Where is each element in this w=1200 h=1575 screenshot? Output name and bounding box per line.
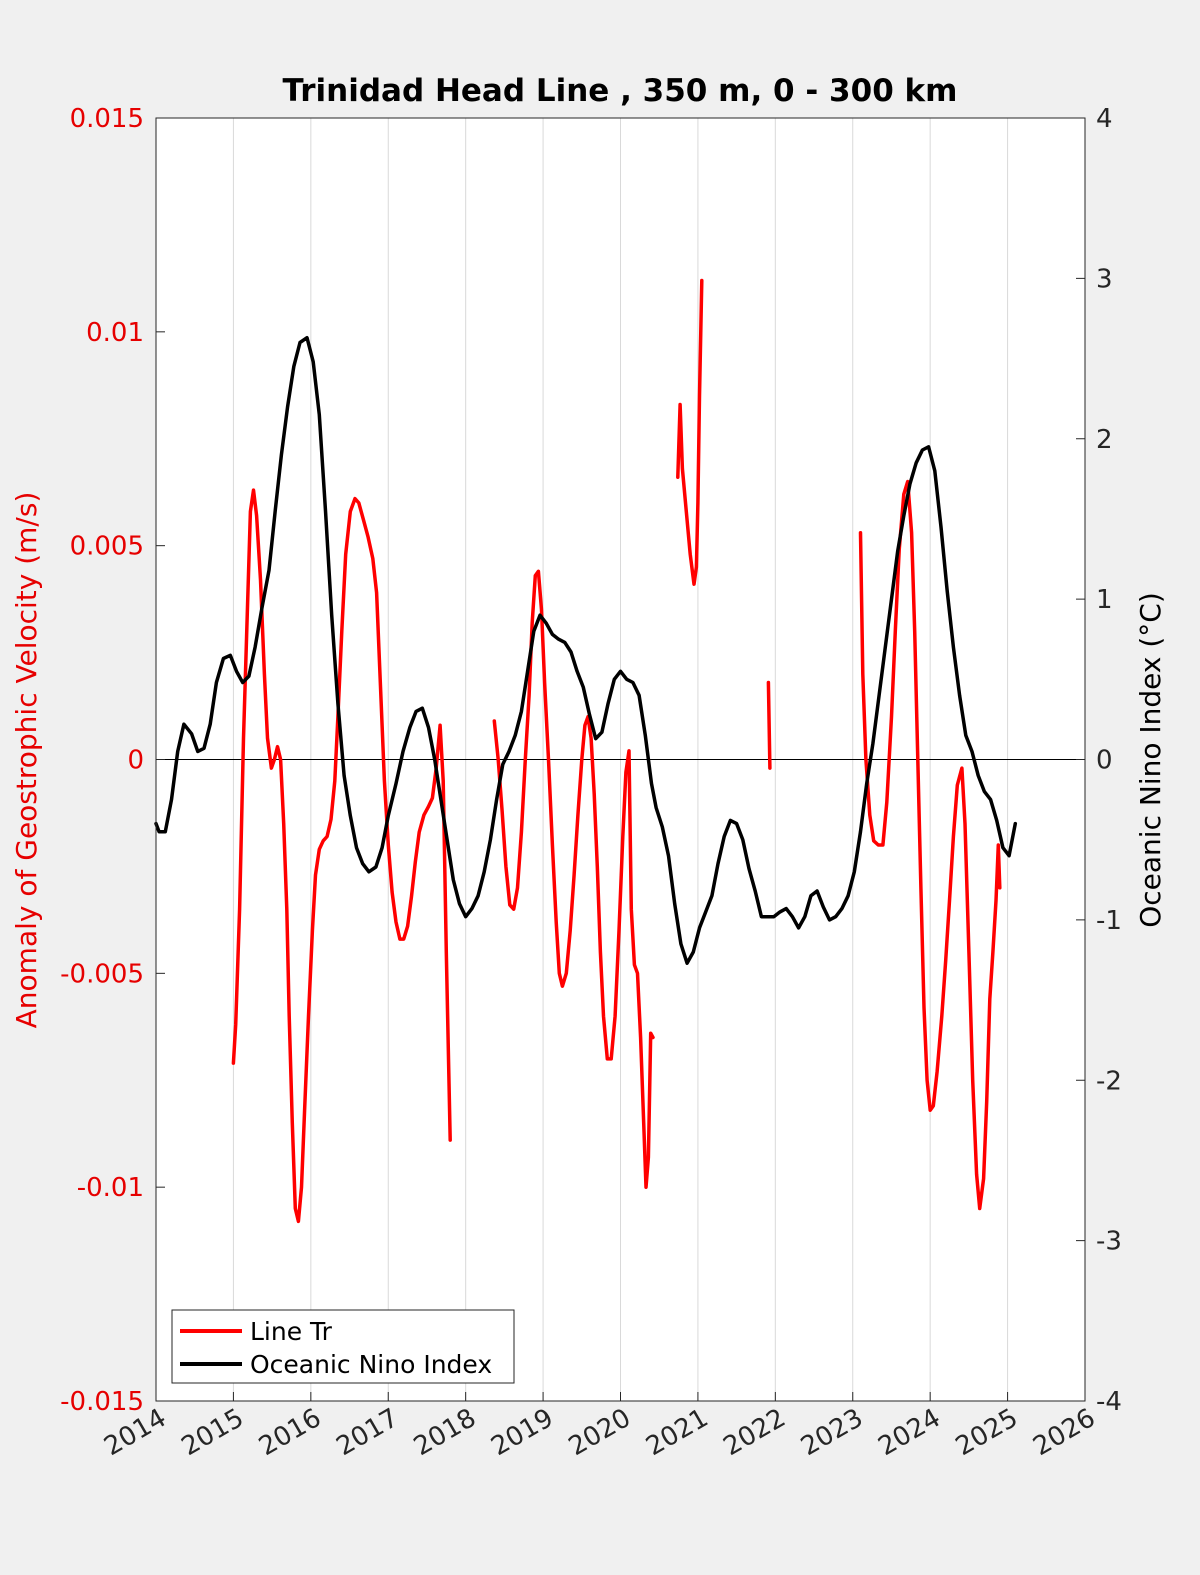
- legend-box: [171, 1309, 515, 1384]
- chart-title: Trinidad Head Line , 350 m, 0 - 300 km: [283, 73, 958, 109]
- y2-tick-label: -3: [1096, 1227, 1122, 1257]
- series-layer: [154, 278, 1018, 1224]
- y-tick-label: 0.005: [70, 532, 144, 562]
- y2-tick-label: 3: [1096, 264, 1113, 294]
- ticks: 2014 2015 2016 2017 2018 2019 2020 2021 2022 2023…: [60, 104, 1122, 1462]
- legend-label-line-tr: Line Tr: [250, 1317, 333, 1346]
- y2-tick-label: -2: [1096, 1066, 1122, 1096]
- y-tick-label: 0.01: [86, 318, 144, 348]
- series-oceanic-nino-index: [154, 335, 1018, 965]
- series-line-tr-segment-2: [492, 569, 655, 1189]
- y2-tick-label: 4: [1096, 104, 1113, 134]
- y2-tick-label: 2: [1096, 425, 1113, 455]
- y-tick-label: 0: [127, 746, 144, 776]
- legend-label-oni: Oceanic Nino Index: [250, 1350, 492, 1379]
- y2-tick-label: -4: [1096, 1387, 1122, 1417]
- series-line-tr-segment-5: [858, 479, 1002, 1211]
- series-line-tr-segment-4: [766, 680, 772, 770]
- y-tick-label: -0.01: [77, 1173, 144, 1203]
- y-axis-label: Anomaly of Geostrophic Velocity (m/s): [10, 492, 43, 1029]
- y2-tick-label: 1: [1096, 585, 1113, 615]
- y-tick-label: -0.005: [60, 959, 144, 989]
- y-tick-label: -0.015: [60, 1387, 144, 1417]
- y2-tick-label: -1: [1096, 906, 1122, 936]
- y2-tick-label: 0: [1096, 746, 1113, 776]
- series-line-tr-segment-3: [676, 278, 704, 586]
- legend: Line Tr Oceanic Nino Index: [171, 1309, 515, 1384]
- series-line-tr-segment-1: [231, 488, 452, 1224]
- y-tick-label: 0.015: [70, 104, 144, 134]
- y2-axis-label: Oceanic Nino Index (°C): [1134, 592, 1167, 928]
